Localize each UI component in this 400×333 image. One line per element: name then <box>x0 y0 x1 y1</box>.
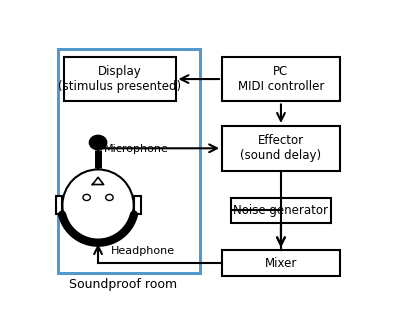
Bar <box>222 126 340 171</box>
Circle shape <box>106 194 113 200</box>
Text: Soundproof room: Soundproof room <box>69 278 177 291</box>
Text: PC
MIDI controller: PC MIDI controller <box>238 65 324 93</box>
Text: Mixer: Mixer <box>265 256 297 269</box>
Bar <box>64 57 176 102</box>
Circle shape <box>83 194 90 200</box>
Text: Effector
(sound delay): Effector (sound delay) <box>240 134 322 162</box>
Bar <box>231 198 330 223</box>
Text: Display
(stimulus presented): Display (stimulus presented) <box>58 65 181 93</box>
Text: Headphone: Headphone <box>110 246 174 256</box>
Bar <box>134 196 140 214</box>
Bar <box>222 57 340 102</box>
Ellipse shape <box>62 169 134 241</box>
Text: Microphone: Microphone <box>104 144 169 154</box>
Bar <box>58 49 200 273</box>
Bar <box>222 250 340 276</box>
Circle shape <box>89 135 107 150</box>
Text: Noise generator: Noise generator <box>234 204 328 217</box>
Bar <box>56 196 62 214</box>
